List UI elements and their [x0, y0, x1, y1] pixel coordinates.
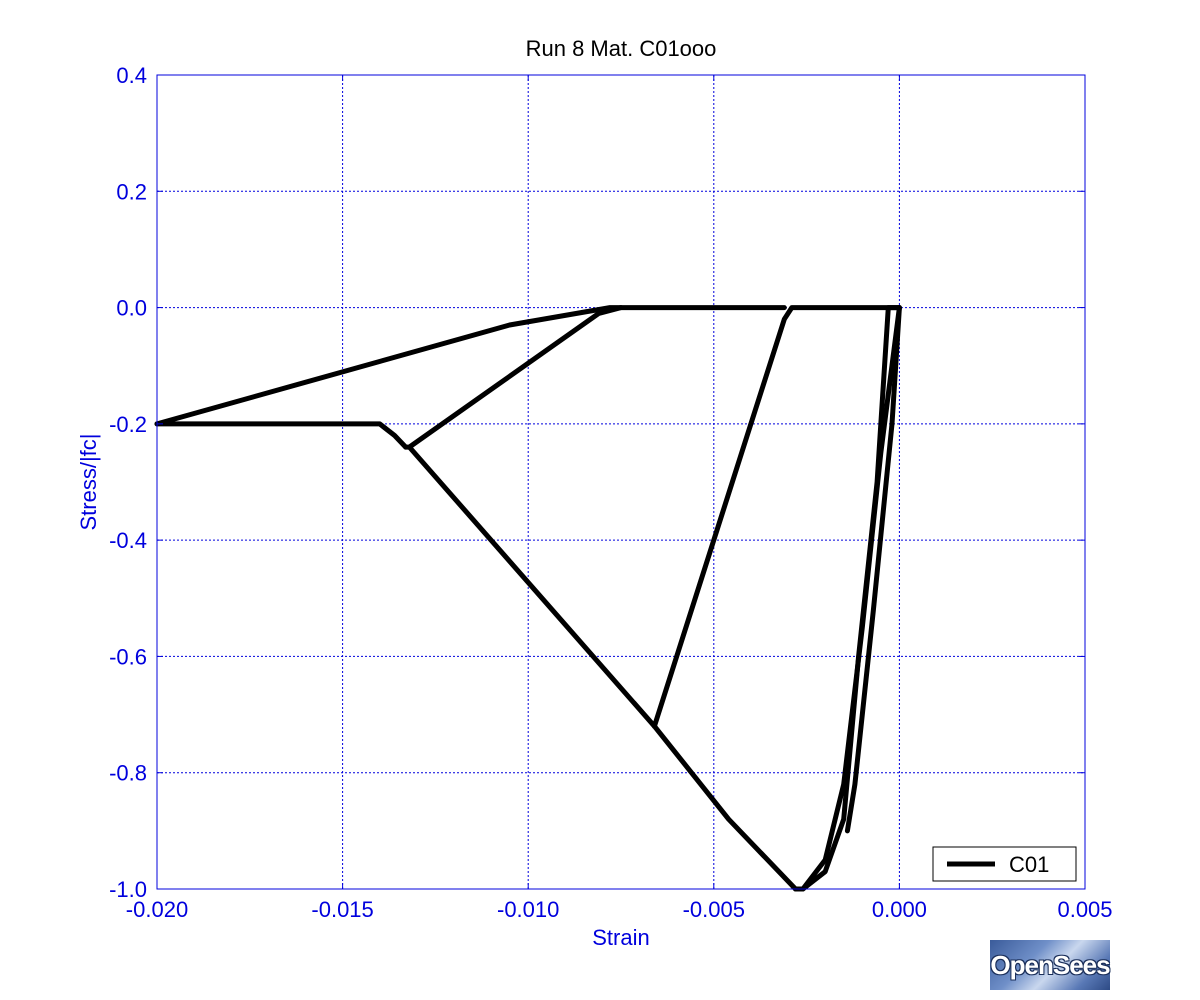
- series-c01-segment: [651, 723, 798, 892]
- series-layer: [154, 305, 902, 892]
- y-tick-label: -0.4: [109, 528, 147, 553]
- opensees-logo: OpenSees: [990, 940, 1111, 990]
- series-c01-segment: [154, 305, 624, 427]
- y-tick-label: -1.0: [109, 877, 147, 902]
- x-tick-label: -0.010: [497, 897, 559, 922]
- y-tick-label: -0.8: [109, 761, 147, 786]
- x-tick-label: 0.005: [1057, 897, 1112, 922]
- x-axis-ticks: -0.020 -0.015 -0.010 -0.005 0.000 0.005: [126, 75, 1113, 922]
- x-tick-label: -0.015: [311, 897, 373, 922]
- y-axis-ticks: 0.4 0.2 0.0 -0.2 -0.4 -0.6 -0.8 -1.0: [109, 63, 1085, 902]
- x-tick-label: -0.020: [126, 897, 188, 922]
- series-c01-segment: [844, 305, 902, 834]
- y-tick-label: -0.2: [109, 412, 147, 437]
- legend: C01: [932, 846, 1077, 882]
- x-tick-label: 0.000: [872, 897, 927, 922]
- series-c01-segment: [651, 305, 902, 729]
- x-tick-label: -0.005: [683, 897, 745, 922]
- plot-frame: [156, 74, 1086, 890]
- legend-label-c01: C01: [1009, 852, 1049, 877]
- y-tick-label: -0.6: [109, 644, 147, 669]
- series-c01-segment: [154, 421, 409, 450]
- x-axis-label: Strain: [592, 925, 649, 950]
- series-c01-segment: [406, 305, 787, 450]
- plot-background: [157, 75, 1085, 889]
- chart-title: Run 8 Mat. C01ooo: [526, 36, 717, 61]
- y-tick-label: 0.4: [116, 63, 147, 88]
- y-tick-label: 0.2: [116, 179, 147, 204]
- y-tick-label: 0.0: [116, 296, 147, 321]
- y-axis-label: Stress/|fc|: [76, 433, 101, 530]
- logo-text: OpenSees: [990, 949, 1110, 980]
